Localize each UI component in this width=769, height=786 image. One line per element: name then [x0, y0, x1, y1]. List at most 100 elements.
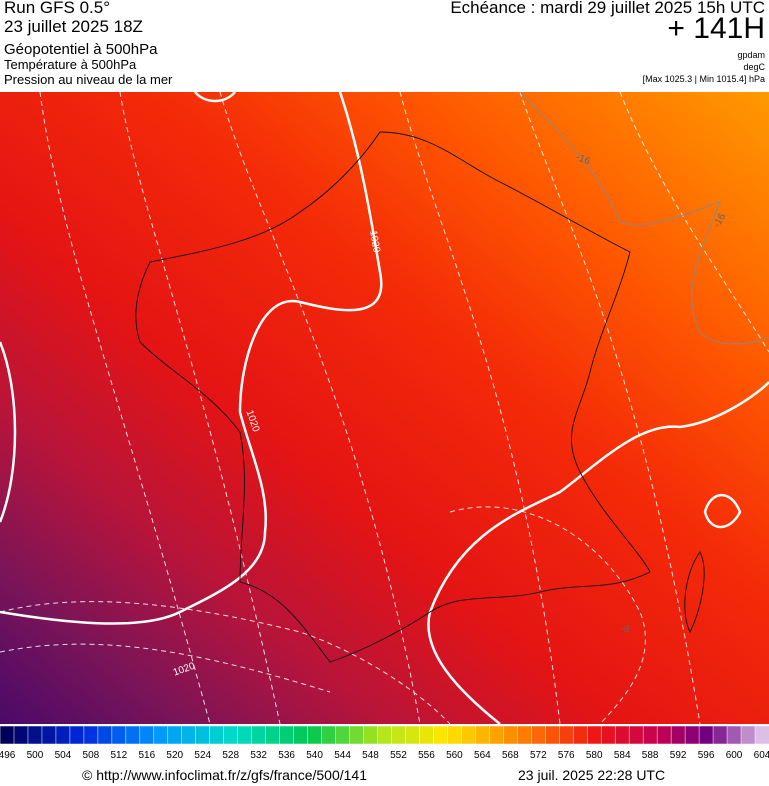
colorbar-label: 580: [586, 750, 603, 761]
color-swatch: [13, 725, 29, 745]
colorbar-label: 572: [530, 750, 547, 761]
run-date: 23 juillet 2025 18Z: [4, 17, 143, 36]
colorbar-label: 516: [138, 750, 155, 761]
colorbar-label: 540: [306, 750, 323, 761]
colorbar-label: 504: [55, 750, 72, 761]
colorbar-label: 588: [642, 750, 659, 761]
color-swatch: [433, 725, 449, 745]
colorbar-label: 596: [698, 750, 715, 761]
colorbar-label: 576: [558, 750, 575, 761]
generated-time: 23 juil. 2025 22:28 UTC: [518, 767, 666, 783]
contour-label: -8: [621, 624, 630, 635]
color-swatch: [69, 725, 85, 745]
unit: gpdam: [737, 50, 765, 60]
colorbar-label: 520: [166, 750, 183, 761]
colorbar-label: 544: [334, 750, 351, 761]
color-swatch: [628, 725, 644, 745]
color-swatch: [531, 725, 547, 745]
contour-label: 1020: [367, 230, 382, 254]
colorbar-label: 532: [250, 750, 267, 761]
field-label: Géopotentiel à 500hPa: [4, 41, 158, 58]
colorbar-label: 528: [222, 750, 239, 761]
colorbar-label: 592: [670, 750, 687, 761]
colorbar-label: 512: [111, 750, 128, 761]
run-title: Run GFS 0.5°: [4, 0, 111, 17]
color-swatch: [363, 725, 379, 745]
valid-time: Echéance : mardi 29 juillet 2025 15h UTC: [450, 0, 765, 17]
color-swatch: [251, 725, 267, 745]
colorbar-label: 536: [278, 750, 295, 761]
color-swatch: [181, 725, 197, 745]
geopotential-contours: [0, 92, 769, 724]
color-swatch: [698, 725, 714, 745]
color-swatch: [614, 725, 630, 745]
color-swatch: [391, 725, 407, 745]
color-swatch: [321, 725, 337, 745]
color-swatch: [684, 725, 700, 745]
color-swatch: [349, 725, 365, 745]
temperature-field: [0, 92, 769, 724]
color-swatch: [419, 725, 435, 745]
contour-label: -16: [574, 152, 592, 167]
temperature-contours: [519, 92, 769, 345]
color-swatch: [642, 725, 658, 745]
colorbar-label: 556: [418, 750, 435, 761]
colorbar-label: 524: [194, 750, 211, 761]
color-swatch: [41, 725, 57, 745]
unit: degC: [743, 62, 765, 72]
lead-time: + 141H: [667, 12, 765, 45]
color-swatch: [405, 725, 421, 745]
color-swatch: [0, 725, 15, 745]
color-swatch: [461, 725, 477, 745]
colorbar-label: 584: [614, 750, 631, 761]
colorbar-label: 552: [390, 750, 407, 761]
colorbar-label: 496: [0, 750, 16, 761]
color-swatch: [503, 725, 519, 745]
color-swatch: [489, 725, 505, 745]
isobars: [0, 92, 769, 724]
color-swatch: [265, 725, 281, 745]
colorbar-label: 500: [27, 750, 44, 761]
color-swatch: [167, 725, 183, 745]
color-swatch: [447, 725, 463, 745]
color-swatch: [125, 725, 141, 745]
color-swatch: [83, 725, 99, 745]
color-swatch: [670, 725, 686, 745]
colorbar-label: 604: [754, 750, 769, 761]
color-swatch: [600, 725, 616, 745]
color-swatch: [97, 725, 113, 745]
colorbar-label: 560: [446, 750, 463, 761]
colorbar-label: 564: [474, 750, 491, 761]
colorbar-label: 600: [726, 750, 743, 761]
color-swatch: [559, 725, 575, 745]
color-swatch: [517, 725, 533, 745]
color-swatch: [740, 725, 756, 745]
color-swatch: [335, 725, 351, 745]
color-swatch: [279, 725, 295, 745]
field-label: Pression au niveau de la mer: [4, 72, 173, 87]
source-url: © http://www.infoclimat.fr/z/gfs/france/…: [82, 767, 367, 783]
colorbar: 496 500 504 508 512 516 520 524 528 532 536 540 544 5…: [0, 725, 769, 761]
color-swatch: [573, 725, 588, 745]
color-swatch: [307, 725, 323, 745]
pressure-range: [Max 1025.3 | Min 1015.4] hPa: [642, 74, 765, 84]
color-swatch: [111, 725, 127, 745]
color-swatch: [377, 725, 393, 745]
field-label: Température à 500hPa: [4, 57, 137, 72]
colorbar-label: 548: [362, 750, 379, 761]
coastline: [135, 131, 705, 663]
colorbar-label: 508: [83, 750, 100, 761]
color-swatch: [726, 725, 742, 745]
color-swatch: [223, 725, 239, 745]
color-swatch: [209, 725, 225, 745]
color-swatch: [195, 725, 211, 745]
color-swatch: [545, 725, 561, 745]
color-swatch: [139, 725, 155, 745]
color-swatch: [55, 725, 71, 745]
color-swatch: [27, 725, 43, 745]
colorbar-label: 568: [502, 750, 519, 761]
color-swatch: [293, 725, 309, 745]
color-swatch: [754, 725, 769, 745]
